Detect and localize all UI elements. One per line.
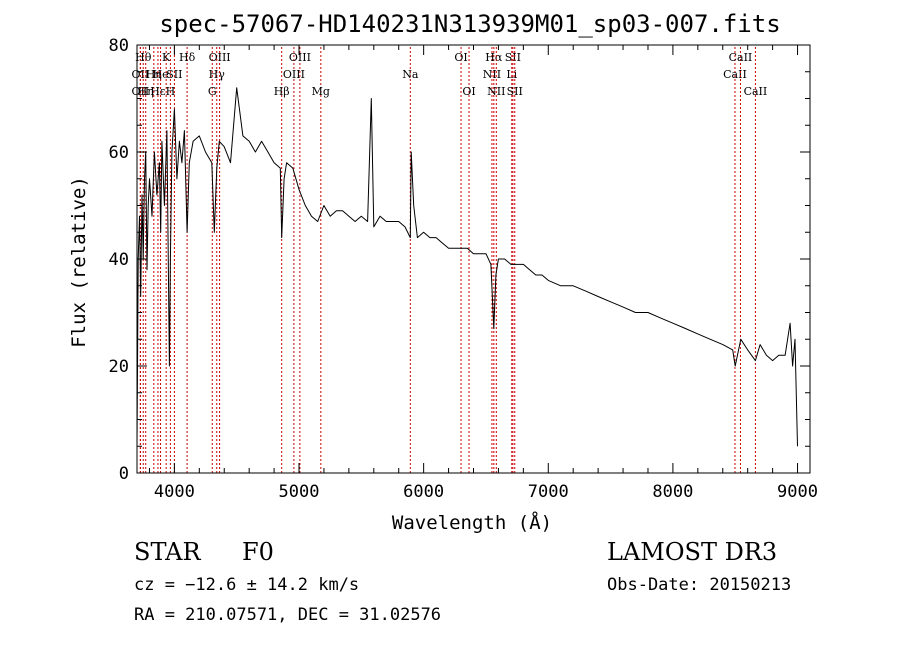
line-marker-label: He: [153, 68, 169, 81]
obs-date: Obs-Date: 20150213: [607, 575, 791, 595]
line-marker-label: Mg: [312, 85, 330, 98]
line-marker-label: CaII: [744, 85, 768, 98]
series-group: [136, 87, 798, 447]
y-tick-label: 60: [109, 143, 129, 163]
line-marker-label: H: [166, 85, 176, 98]
line-marker-label: SII: [505, 51, 521, 64]
x-tick-label: 8000: [652, 482, 693, 502]
coordinates: RA = 210.07571, DEC = 31.02576: [134, 605, 441, 625]
line-marker-label: CaII: [729, 51, 753, 64]
x-axis: 4000 5000 6000 7000 8000 9000: [148, 45, 818, 502]
x-tick-label: 6000: [403, 482, 444, 502]
line-marker-label: NII: [483, 68, 501, 81]
line-marker-label: Hθ: [135, 51, 152, 64]
line-marker-label: OIII: [283, 68, 305, 81]
line-markers: OIIOIIHθHηHηHεHeKHSIIHδGHγOIIIHβOIIIOIII…: [132, 47, 768, 473]
line-marker-label: OII: [132, 68, 150, 81]
x-tick-label: 7000: [528, 482, 569, 502]
plot-frame: [136, 44, 811, 474]
line-marker-label: OI: [462, 85, 475, 98]
y-tick-label: 80: [109, 36, 129, 56]
line-marker-label: Hε: [150, 85, 166, 98]
spectral-subclass: F0: [242, 538, 274, 566]
line-marker-label: Hη: [138, 85, 154, 98]
y-axis: 0 20 40 60 80: [109, 36, 810, 484]
line-marker-label: Hγ: [209, 68, 226, 81]
y-tick-label: 40: [109, 250, 129, 270]
line-marker-label: SII: [507, 85, 523, 98]
line-marker-label: CaII: [723, 68, 747, 81]
line-marker-label: K: [162, 51, 171, 64]
x-tick-label: 5000: [279, 482, 320, 502]
x-tick-label: 9000: [777, 482, 818, 502]
survey-name: LAMOST DR3: [607, 538, 777, 566]
y-axis-label: Flux (relative): [68, 176, 90, 348]
line-marker-label: NII: [487, 85, 505, 98]
line-marker-label: OI: [454, 51, 467, 64]
redshift-text: cz = −12.6 ± 14.2 km/s: [134, 575, 359, 595]
line-marker-label: G: [208, 85, 217, 98]
line-marker-label: OII: [132, 85, 150, 98]
chart-title: spec-57067-HD140231N313939M01_sp03-007.f…: [159, 10, 780, 38]
line-marker-label: Hα: [485, 51, 503, 64]
line-marker-label: Hδ: [179, 51, 196, 64]
series-line: [136, 87, 798, 447]
y-tick-label: 0: [119, 464, 129, 484]
line-marker-label: SII: [166, 68, 182, 81]
y-tick-label: 20: [109, 357, 129, 377]
line-marker-label: Hβ: [274, 85, 290, 98]
object-type: STAR: [134, 538, 201, 566]
line-marker-label: OIII: [209, 51, 231, 64]
line-marker-label: OIII: [289, 51, 311, 64]
x-axis-label: Wavelength (Å): [392, 511, 552, 534]
line-marker-label: Na: [402, 68, 419, 81]
x-tick-label: 4000: [154, 482, 195, 502]
line-marker-label: Li: [506, 68, 517, 81]
